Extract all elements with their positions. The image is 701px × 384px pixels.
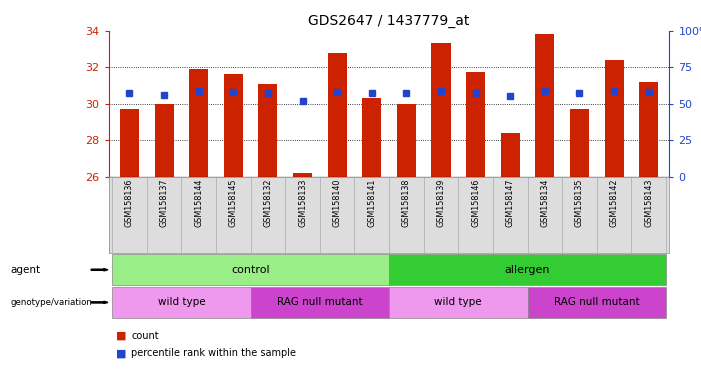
Bar <box>397 104 416 177</box>
Bar <box>112 255 389 285</box>
Text: ■: ■ <box>116 348 126 358</box>
Text: GSM158135: GSM158135 <box>575 179 584 227</box>
Bar <box>120 109 139 177</box>
Text: genotype/variation: genotype/variation <box>11 298 93 307</box>
Text: ■: ■ <box>116 331 126 341</box>
Text: agent: agent <box>11 265 41 275</box>
Text: GSM158145: GSM158145 <box>229 179 238 227</box>
Bar <box>604 60 624 177</box>
Bar <box>293 173 312 177</box>
Text: count: count <box>131 331 158 341</box>
Text: GSM158144: GSM158144 <box>194 179 203 227</box>
Bar <box>224 74 243 177</box>
Bar <box>431 43 451 177</box>
Bar <box>389 287 528 318</box>
Bar <box>466 72 485 177</box>
Bar <box>501 133 519 177</box>
Bar <box>327 53 347 177</box>
Text: GSM158132: GSM158132 <box>264 179 273 227</box>
Text: control: control <box>231 265 270 275</box>
Text: GSM158143: GSM158143 <box>644 179 653 227</box>
Text: GSM158142: GSM158142 <box>610 179 618 227</box>
Bar <box>528 287 666 318</box>
Bar <box>362 98 381 177</box>
Bar <box>639 82 658 177</box>
Text: GSM158133: GSM158133 <box>298 179 307 227</box>
Bar <box>389 255 666 285</box>
Text: GSM158136: GSM158136 <box>125 179 134 227</box>
Text: GSM158147: GSM158147 <box>505 179 515 227</box>
Text: GSM158140: GSM158140 <box>333 179 341 227</box>
Text: percentile rank within the sample: percentile rank within the sample <box>131 348 296 358</box>
Text: GSM158137: GSM158137 <box>160 179 168 227</box>
Text: GSM158146: GSM158146 <box>471 179 480 227</box>
Text: GSM158141: GSM158141 <box>367 179 376 227</box>
Text: GSM158134: GSM158134 <box>540 179 550 227</box>
Text: wild type: wild type <box>435 297 482 308</box>
Bar <box>112 287 250 318</box>
Bar <box>189 69 208 177</box>
Bar <box>154 104 174 177</box>
Bar <box>250 287 389 318</box>
Text: RAG null mutant: RAG null mutant <box>554 297 639 308</box>
Bar <box>259 84 278 177</box>
Bar <box>570 109 589 177</box>
Text: GSM158138: GSM158138 <box>402 179 411 227</box>
Title: GDS2647 / 1437779_at: GDS2647 / 1437779_at <box>308 14 470 28</box>
Text: RAG null mutant: RAG null mutant <box>277 297 362 308</box>
Text: wild type: wild type <box>158 297 205 308</box>
Text: allergen: allergen <box>505 265 550 275</box>
Text: GSM158139: GSM158139 <box>437 179 445 227</box>
Bar <box>536 35 554 177</box>
